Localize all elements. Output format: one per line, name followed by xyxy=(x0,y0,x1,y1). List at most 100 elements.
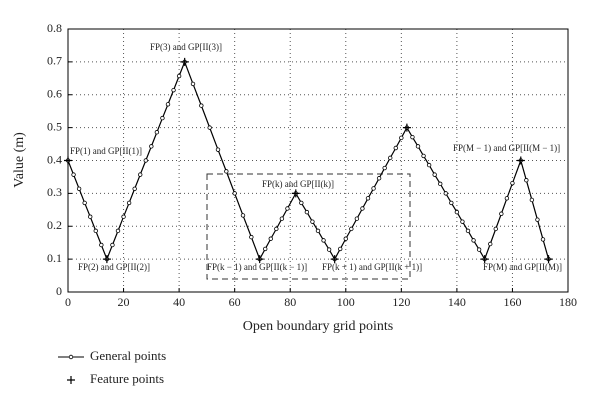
annotation: FP(k + 1) and GP[II(k + 1)] xyxy=(322,262,422,272)
general-point xyxy=(504,196,510,201)
annotation: FP(k) and GP[II(k)] xyxy=(262,179,334,189)
feature-point xyxy=(330,255,339,264)
general-point xyxy=(421,153,426,159)
general-point xyxy=(207,125,212,130)
general-point xyxy=(349,226,354,232)
x-tick-label: 100 xyxy=(337,295,355,309)
general-point xyxy=(149,144,154,149)
general-point xyxy=(132,186,137,191)
general-point xyxy=(126,200,132,206)
general-point xyxy=(110,242,115,248)
general-point xyxy=(426,162,432,168)
general-point xyxy=(279,216,285,221)
general-point xyxy=(171,87,176,93)
general-point xyxy=(232,191,237,196)
y-tick-label: 0.4 xyxy=(47,152,62,166)
feature-point xyxy=(64,156,72,165)
general-point xyxy=(354,216,360,221)
general-point xyxy=(285,206,290,211)
legend-label: General points xyxy=(90,348,166,363)
feature-point xyxy=(102,255,111,264)
feature-point xyxy=(480,255,489,264)
general-point xyxy=(304,209,310,215)
general-point xyxy=(524,178,529,183)
feature-point xyxy=(402,123,411,132)
x-tick-label: 140 xyxy=(448,295,466,309)
general-point xyxy=(499,211,504,216)
general-point xyxy=(326,247,332,252)
general-point xyxy=(476,247,482,252)
general-point xyxy=(399,135,404,141)
legend-marker xyxy=(67,376,75,384)
general-point xyxy=(299,200,304,206)
general-point xyxy=(376,176,382,181)
general-point xyxy=(382,165,387,171)
x-tick-label: 20 xyxy=(118,295,130,309)
general-point xyxy=(493,226,498,232)
general-point xyxy=(310,219,315,224)
x-tick-label: 160 xyxy=(503,295,521,309)
general-point xyxy=(540,237,546,242)
annotation: FP(2) and GP[II(2)] xyxy=(78,262,150,272)
y-tick-label: 0 xyxy=(56,284,62,298)
general-point xyxy=(315,228,321,234)
annotation: FP(3) and GP[II(3)] xyxy=(150,42,222,52)
general-point xyxy=(121,214,126,219)
x-tick-label: 40 xyxy=(173,295,185,309)
x-tick-label: 180 xyxy=(559,295,577,309)
general-point xyxy=(99,242,104,248)
annotation: FP(M) and GP[II(M)] xyxy=(483,262,562,272)
feature-point xyxy=(180,57,189,66)
x-axis-title: Open boundary grid points xyxy=(243,319,393,334)
legend-label: Feature points xyxy=(90,371,164,386)
general-point xyxy=(471,238,476,243)
general-point xyxy=(443,191,448,196)
general-point xyxy=(143,158,148,163)
general-point xyxy=(215,147,221,152)
general-point xyxy=(388,155,393,161)
general-point xyxy=(371,186,376,191)
general-point xyxy=(268,236,273,241)
general-point xyxy=(321,238,326,243)
legend-marker xyxy=(68,354,74,360)
general-point xyxy=(199,103,204,108)
general-point xyxy=(535,217,540,222)
annotation: FP(1) and GP[II(1)] xyxy=(70,146,142,156)
y-axis-title: Value (m) xyxy=(12,132,27,188)
x-tick-label: 0 xyxy=(65,295,71,309)
general-point xyxy=(488,241,493,247)
y-tick-label: 0.3 xyxy=(47,185,62,199)
x-tick-label: 60 xyxy=(229,295,241,309)
general-point xyxy=(176,73,182,79)
general-point xyxy=(510,180,515,186)
general-point xyxy=(274,226,279,232)
x-tick-label: 80 xyxy=(284,295,296,309)
y-tick-label: 0.5 xyxy=(47,119,62,133)
general-point xyxy=(460,219,465,224)
y-tick-label: 0.2 xyxy=(47,218,62,232)
general-point xyxy=(529,197,535,203)
annotation: FP(k − 1) and GP[II(k − 1)] xyxy=(207,262,307,272)
y-tick-label: 0.7 xyxy=(47,54,62,68)
general-point xyxy=(360,206,365,211)
general-point xyxy=(393,145,398,151)
general-point xyxy=(93,228,98,234)
feature-point xyxy=(544,255,553,264)
general-point xyxy=(160,115,165,121)
general-point xyxy=(438,181,443,187)
general-point xyxy=(343,236,348,241)
x-tick-label: 120 xyxy=(392,295,410,309)
series-line xyxy=(67,60,550,261)
general-point xyxy=(71,172,76,177)
general-point xyxy=(249,234,254,240)
general-point xyxy=(138,172,143,177)
general-point xyxy=(190,81,196,87)
general-point xyxy=(76,186,82,191)
general-point xyxy=(165,102,171,107)
general-point xyxy=(410,134,415,140)
general-point xyxy=(263,246,268,252)
general-point xyxy=(82,200,87,206)
highlight-box xyxy=(206,173,411,280)
general-point xyxy=(240,213,246,218)
